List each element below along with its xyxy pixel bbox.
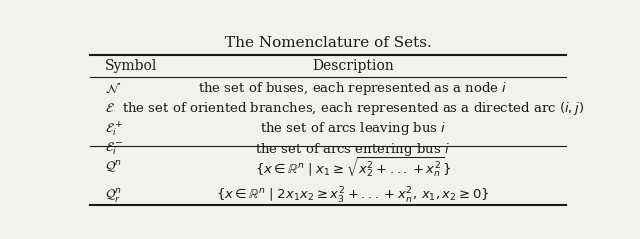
Text: $\{x \in \mathbb{R}^n \mid 2x_1x_2 \geq x_3^2 + ... + x_n^2,\, x_1, x_2 \geq 0\}: $\{x \in \mathbb{R}^n \mid 2x_1x_2 \geq …	[216, 186, 490, 206]
Text: Description: Description	[312, 60, 394, 73]
Text: $\{x \in \mathbb{R}^n \mid x_1 \geq \sqrt{x_2^2 + ... + x_n^2}\}$: $\{x \in \mathbb{R}^n \mid x_1 \geq \sqr…	[255, 156, 451, 179]
Text: $\mathcal{E}_i^-$: $\mathcal{E}_i^-$	[105, 141, 123, 158]
Text: the set of arcs leaving bus $i$: the set of arcs leaving bus $i$	[260, 120, 446, 137]
Text: $\mathcal{Q}^n$: $\mathcal{Q}^n$	[105, 160, 122, 175]
Text: the set of buses, each represented as a node $i$: the set of buses, each represented as a …	[198, 80, 508, 97]
Text: the set of oriented branches, each represented as a directed arc $(i,j)$: the set of oriented branches, each repre…	[122, 100, 584, 117]
Text: $\mathcal{Q}_r^n$: $\mathcal{Q}_r^n$	[105, 187, 122, 205]
Text: $\mathcal{E}_i^+$: $\mathcal{E}_i^+$	[105, 120, 123, 139]
Text: The Nomenclature of Sets.: The Nomenclature of Sets.	[225, 36, 431, 50]
Text: $\mathcal{E}$: $\mathcal{E}$	[105, 102, 115, 115]
Text: Symbol: Symbol	[105, 60, 157, 73]
Text: $\mathcal{N}$: $\mathcal{N}$	[105, 81, 121, 96]
Text: the set of arcs entering bus $i$: the set of arcs entering bus $i$	[255, 141, 450, 158]
